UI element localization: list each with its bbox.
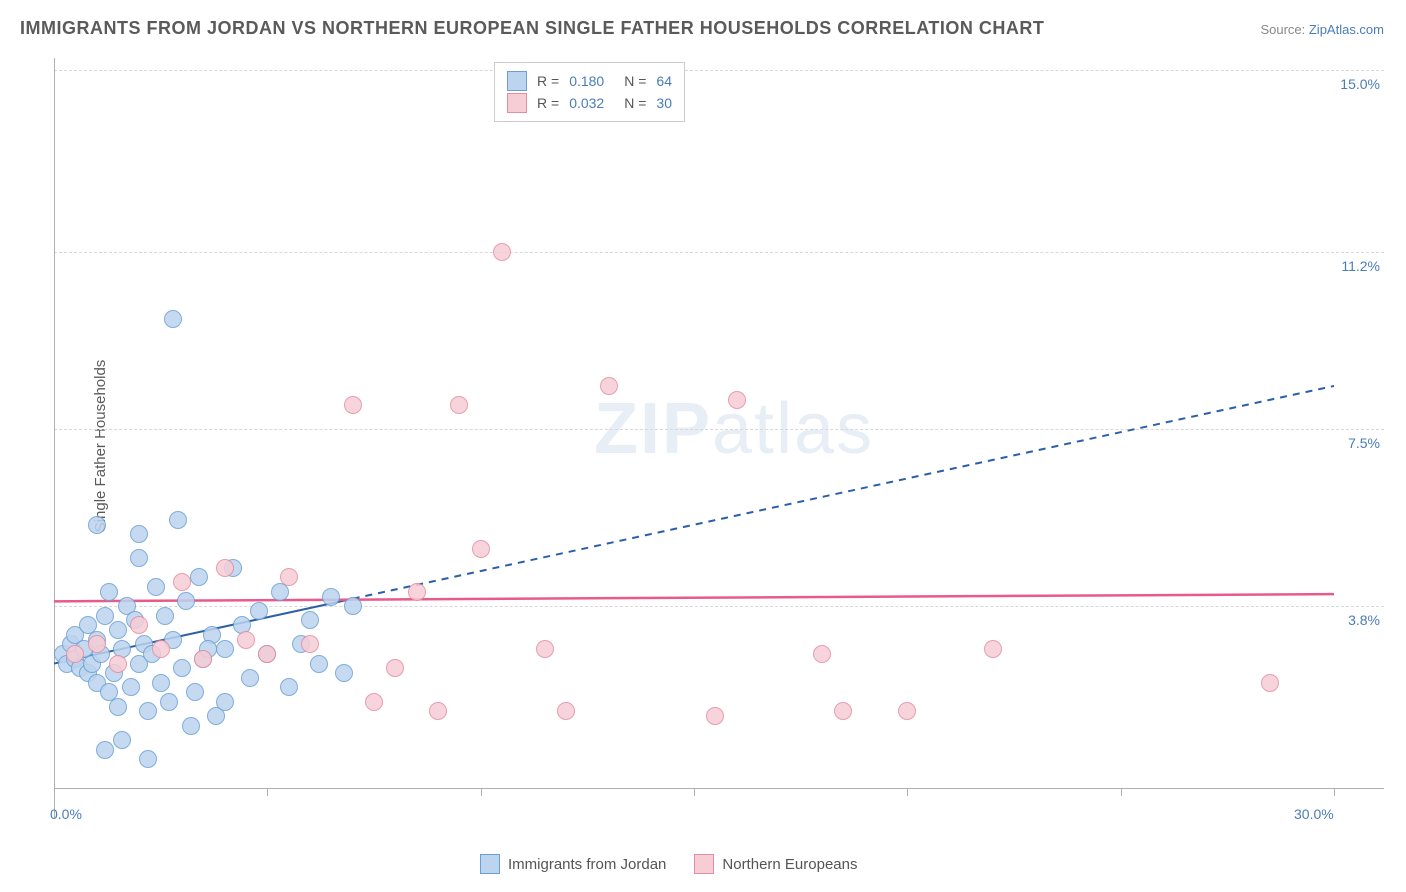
- data-point: [109, 698, 127, 716]
- data-point: [100, 583, 118, 601]
- data-point: [557, 702, 575, 720]
- data-point: [472, 540, 490, 558]
- data-point: [88, 635, 106, 653]
- legend-swatch: [480, 854, 500, 874]
- data-point: [177, 592, 195, 610]
- data-point: [365, 693, 383, 711]
- data-point: [173, 573, 191, 591]
- data-point: [186, 683, 204, 701]
- legend-item: Northern Europeans: [694, 854, 857, 874]
- data-point: [194, 650, 212, 668]
- data-point: [152, 674, 170, 692]
- data-point: [344, 597, 362, 615]
- data-point: [728, 391, 746, 409]
- trend-lines: [54, 58, 1384, 818]
- n-value: 64: [656, 73, 672, 89]
- legend-label: Northern Europeans: [722, 856, 857, 873]
- data-point: [173, 659, 191, 677]
- data-point: [280, 568, 298, 586]
- data-point: [139, 702, 157, 720]
- data-point: [429, 702, 447, 720]
- chart-plot-area: ZIPatlas 3.8%7.5%11.2%15.0%0.0%30.0%R =0…: [54, 58, 1384, 818]
- legend-bottom: Immigrants from Jordan Northern Europeans: [480, 854, 857, 874]
- chart-title: IMMIGRANTS FROM JORDAN VS NORTHERN EUROP…: [20, 18, 1044, 39]
- data-point: [310, 655, 328, 673]
- data-point: [130, 549, 148, 567]
- n-value: 30: [656, 95, 672, 111]
- r-label: R =: [537, 73, 559, 89]
- r-value: 0.032: [569, 95, 604, 111]
- data-point: [130, 525, 148, 543]
- data-point: [152, 640, 170, 658]
- legend-swatch: [694, 854, 714, 874]
- data-point: [706, 707, 724, 725]
- legend-swatch: [507, 71, 527, 91]
- data-point: [536, 640, 554, 658]
- data-point: [109, 655, 127, 673]
- data-point: [301, 635, 319, 653]
- data-point: [190, 568, 208, 586]
- legend-stats-box: R = 0.180 N = 64 R = 0.032 N = 30: [494, 62, 685, 122]
- source-label: Source:: [1260, 22, 1308, 37]
- data-point: [600, 377, 618, 395]
- data-point: [493, 243, 511, 261]
- data-point: [169, 511, 187, 529]
- data-point: [164, 310, 182, 328]
- data-point: [813, 645, 831, 663]
- data-point: [147, 578, 165, 596]
- legend-stats-row: R = 0.180 N = 64: [507, 71, 672, 91]
- legend-label: Immigrants from Jordan: [508, 856, 666, 873]
- data-point: [984, 640, 1002, 658]
- data-point: [344, 396, 362, 414]
- legend-swatch: [507, 93, 527, 113]
- data-point: [182, 717, 200, 735]
- data-point: [834, 702, 852, 720]
- data-point: [160, 693, 178, 711]
- data-point: [386, 659, 404, 677]
- r-value: 0.180: [569, 73, 604, 89]
- legend-item: Immigrants from Jordan: [480, 854, 666, 874]
- data-point: [216, 640, 234, 658]
- data-point: [216, 559, 234, 577]
- data-point: [237, 631, 255, 649]
- n-label: N =: [624, 73, 646, 89]
- r-label: R =: [537, 95, 559, 111]
- data-point: [113, 731, 131, 749]
- data-point: [216, 693, 234, 711]
- data-point: [408, 583, 426, 601]
- data-point: [258, 645, 276, 663]
- n-label: N =: [624, 95, 646, 111]
- data-point: [241, 669, 259, 687]
- data-point: [130, 616, 148, 634]
- data-point: [88, 516, 106, 534]
- data-point: [156, 607, 174, 625]
- data-point: [335, 664, 353, 682]
- legend-stats-row: R = 0.032 N = 30: [507, 93, 672, 113]
- data-point: [96, 741, 114, 759]
- data-point: [301, 611, 319, 629]
- data-point: [109, 621, 127, 639]
- data-point: [898, 702, 916, 720]
- data-point: [139, 750, 157, 768]
- data-point: [66, 645, 84, 663]
- data-point: [322, 588, 340, 606]
- data-point: [450, 396, 468, 414]
- source-attribution: Source: ZipAtlas.com: [1260, 22, 1384, 37]
- data-point: [250, 602, 268, 620]
- source-link[interactable]: ZipAtlas.com: [1309, 22, 1384, 37]
- data-point: [122, 678, 140, 696]
- data-point: [280, 678, 298, 696]
- data-point: [1261, 674, 1279, 692]
